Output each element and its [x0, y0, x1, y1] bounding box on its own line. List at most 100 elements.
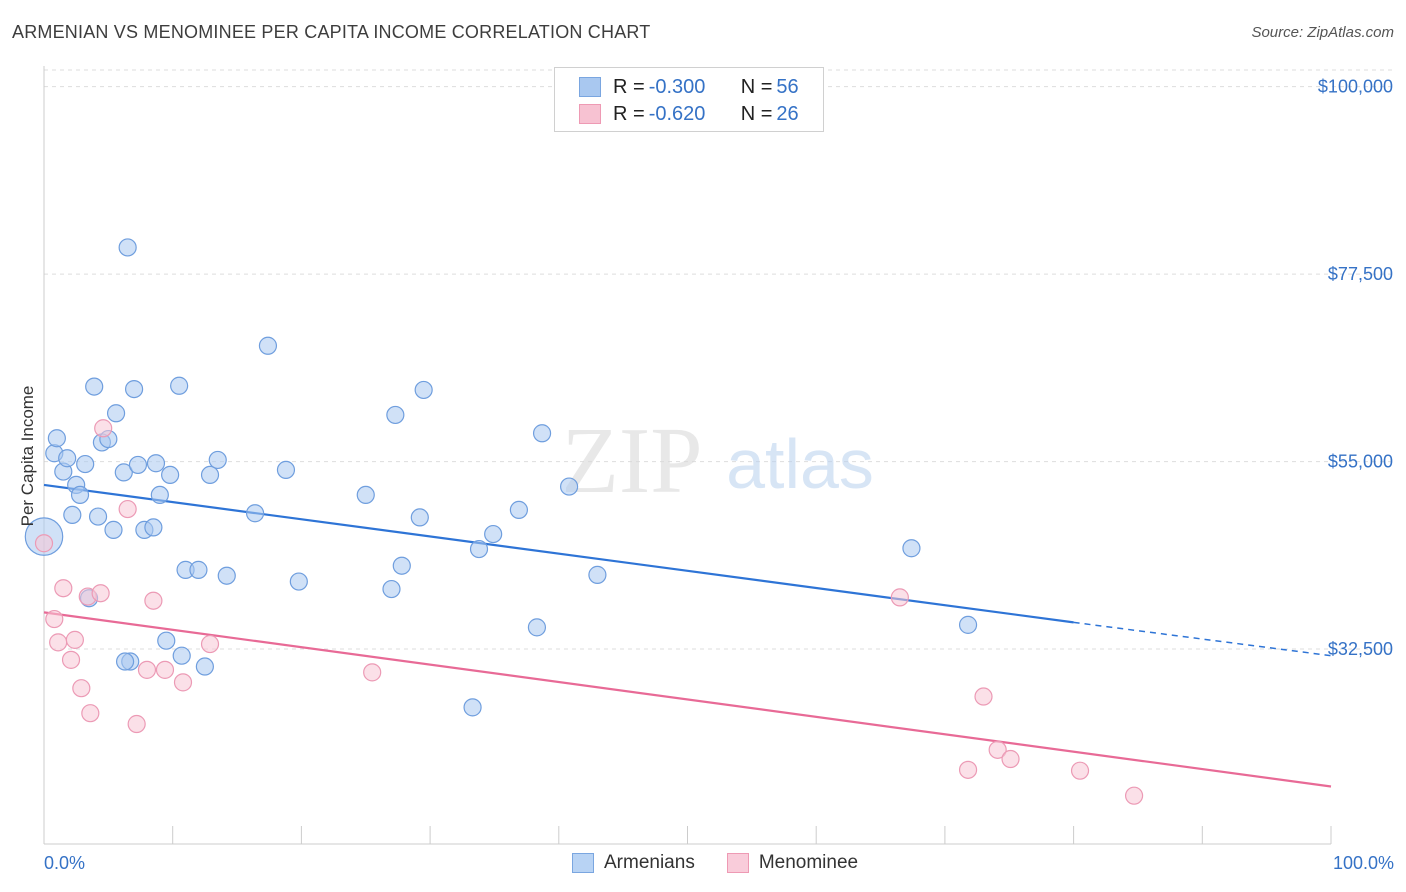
armenians-point — [509, 500, 529, 520]
armenians-point — [189, 560, 208, 579]
x-tick-label-max: 100.0% — [1332, 853, 1394, 873]
armenians-point — [150, 485, 169, 505]
menominee-point — [45, 609, 64, 629]
menominee-point — [72, 679, 91, 698]
menominee-point — [1001, 749, 1020, 769]
armenians-point — [157, 631, 176, 650]
y-tick-label: $55,000 — [1328, 452, 1393, 472]
armenians-trendline — [43, 483, 1074, 624]
series-legend: Armenians Menominee — [572, 852, 890, 874]
armenians-point — [559, 477, 579, 496]
armenians-point — [106, 404, 126, 423]
y-axis-label: Per Capita Income — [18, 385, 37, 527]
menominee-point — [988, 740, 1007, 759]
armenians-point — [276, 460, 296, 480]
legend-n-value: 56 — [776, 75, 799, 98]
armenians-point — [200, 465, 220, 485]
menominee-point — [94, 419, 113, 438]
menominee-point — [118, 499, 137, 519]
menominee-point — [49, 633, 68, 652]
series-legend-armenians: Armenians — [572, 852, 695, 874]
armenians-point — [118, 238, 137, 257]
armenians-point — [70, 485, 90, 505]
armenians-point — [128, 455, 148, 475]
armenians-point — [217, 566, 236, 585]
y-tick-label: $77,500 — [1328, 264, 1393, 284]
menominee-point — [54, 579, 73, 598]
armenians-point — [463, 698, 482, 717]
armenians-point — [469, 539, 489, 559]
series-swatch-armenians — [572, 853, 594, 873]
armenians-point — [245, 504, 265, 523]
menominee-point — [155, 660, 175, 679]
armenians-point — [114, 463, 133, 482]
legend-r-value: -0.300 — [648, 75, 706, 98]
y-tick-labels: $32,500 $55,000 $77,500 $100,000 — [1318, 77, 1393, 659]
menominee-point — [958, 760, 978, 779]
legend-row-armenians: R = -0.300 N = 56 — [579, 75, 799, 99]
watermark-atlas: atlas — [726, 425, 874, 503]
x-tick-label-min: 0.0% — [44, 853, 86, 873]
armenians-point — [588, 565, 607, 584]
series-legend-menominee: Menominee — [726, 852, 859, 874]
source-label: Source: ZipAtlas.com — [1251, 24, 1394, 41]
grid-lines — [44, 69, 1395, 650]
armenians-point — [76, 454, 95, 474]
y-tick-label: $100,000 — [1318, 77, 1393, 97]
armenians-point — [258, 336, 278, 355]
y-tick-label: $32,500 — [1328, 639, 1393, 659]
menominee-point — [890, 588, 909, 607]
armenians-point — [144, 518, 163, 537]
armenians-point — [484, 524, 503, 544]
armenians-point — [382, 579, 401, 599]
series-legend-label: Menominee — [758, 852, 859, 873]
watermark-zip: ZIP — [562, 409, 703, 513]
menominee-point — [200, 634, 220, 654]
data-points — [24, 238, 1144, 805]
legend-swatch-armenians — [579, 77, 601, 97]
watermark: ZIP atlas — [562, 409, 874, 513]
legend-swatch-menominee — [579, 104, 601, 124]
armenians-point — [47, 429, 66, 448]
armenians-point — [85, 377, 104, 396]
armenians-point — [386, 405, 405, 425]
menominee-point — [137, 660, 157, 679]
armenians-point — [958, 615, 978, 634]
legend-n-label: N = — [740, 75, 773, 98]
menominee-point — [1070, 761, 1090, 780]
armenians-point — [410, 508, 429, 527]
menominee-point — [91, 584, 110, 603]
legend-r-label: R = — [613, 102, 645, 125]
series-swatch-menominee — [726, 853, 749, 873]
armenians-point — [532, 424, 552, 443]
menominee-point — [127, 714, 146, 734]
menominee-point — [1124, 786, 1144, 805]
menominee-point — [61, 650, 81, 669]
armenians-point — [104, 520, 123, 539]
armenians-point — [115, 652, 135, 671]
axes — [43, 66, 1332, 845]
armenians-point — [88, 507, 108, 526]
armenians-point — [170, 376, 189, 395]
armenians-point — [902, 539, 921, 558]
menominee-point — [363, 663, 382, 682]
armenians-point — [289, 572, 308, 591]
legend-row-menominee: R = -0.620 N = 26 — [579, 102, 799, 126]
menominee-point — [144, 591, 163, 610]
chart-title: ARMENIAN VS MENOMINEE PER CAPITA INCOME … — [12, 22, 651, 42]
menominee-point — [65, 630, 84, 649]
armenians-trendline-extension — [1073, 621, 1332, 657]
armenians-point — [161, 465, 180, 485]
armenians-point — [356, 485, 375, 505]
armenians-point — [124, 379, 144, 399]
legend-n-value: 26 — [776, 102, 799, 125]
menominee-point — [173, 673, 193, 692]
armenians-point — [527, 618, 547, 637]
armenians-point — [392, 556, 411, 575]
armenians-point — [146, 454, 166, 473]
legend-r-value: -0.620 — [648, 102, 706, 125]
menominee-trendline — [43, 611, 1332, 788]
armenians-point — [208, 450, 227, 470]
menominee-point — [974, 687, 993, 706]
